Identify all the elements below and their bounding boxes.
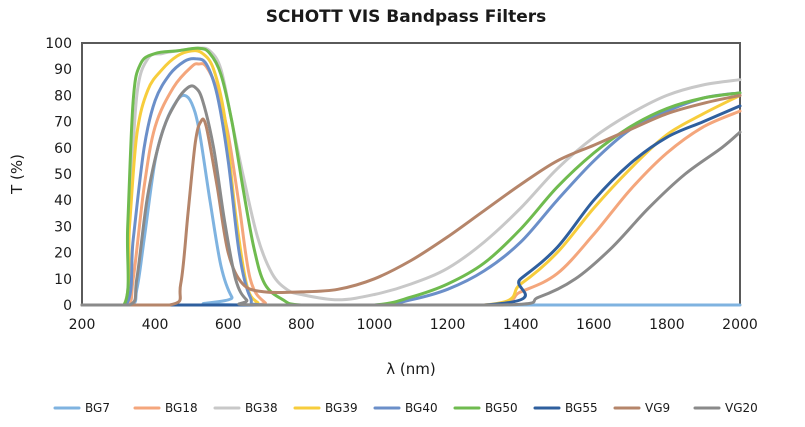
- y-tick-label: 90: [54, 62, 72, 78]
- legend-item-bg55: BG55: [533, 401, 598, 415]
- y-tick-label: 20: [54, 246, 72, 262]
- legend-item-bg40: BG40: [373, 401, 438, 415]
- legend-item-bg50: BG50: [453, 401, 518, 415]
- legend-label: BG39: [325, 401, 358, 415]
- legend-label: BG18: [165, 401, 198, 415]
- legend-label: BG7: [85, 401, 110, 415]
- y-tick-label: 10: [54, 272, 72, 288]
- x-tick-label: 400: [142, 317, 169, 333]
- series-layer: [80, 46, 742, 307]
- y-tick-label: 40: [54, 193, 72, 209]
- x-tick-label: 1600: [576, 317, 612, 333]
- legend-item-bg18: BG18: [133, 401, 198, 415]
- legend-label: BG55: [565, 401, 598, 415]
- x-tick-label: 800: [288, 317, 315, 333]
- y-axis-label: T (%): [8, 154, 26, 195]
- x-axis-ticks: 200 400 600 800 1000 1200 1400 1600 1800 2000: [69, 317, 758, 333]
- x-tick-label: 1000: [357, 317, 393, 333]
- legend-label: VG20: [725, 401, 758, 415]
- series-line-bg7: [80, 93, 742, 307]
- y-tick-label: 30: [54, 219, 72, 235]
- legend-label: BG38: [245, 401, 278, 415]
- x-tick-label: 200: [69, 317, 96, 333]
- legend-item-bg7: BG7: [53, 401, 110, 415]
- y-tick-label: 100: [45, 36, 72, 52]
- legend-item-bg38: BG38: [213, 401, 278, 415]
- chart-title: SCHOTT VIS Bandpass Filters: [266, 7, 546, 27]
- x-tick-label: 600: [215, 317, 242, 333]
- x-tick-label: 2000: [722, 317, 758, 333]
- plot-area-frame: [81, 42, 741, 306]
- legend-item-vg9: VG9: [613, 401, 670, 415]
- legend-label: BG40: [405, 401, 438, 415]
- y-tick-label: 60: [54, 141, 72, 157]
- series-line-vg20: [80, 84, 742, 307]
- y-tick-label: 50: [54, 167, 72, 183]
- x-tick-label: 1800: [649, 317, 685, 333]
- y-tick-label: 70: [54, 115, 72, 131]
- x-tick-label: 1400: [503, 317, 539, 333]
- y-tick-label: 80: [54, 88, 72, 104]
- legend-label: VG9: [645, 401, 670, 415]
- legend-label: BG50: [485, 401, 518, 415]
- legend-item-bg39: BG39: [293, 401, 358, 415]
- series-line-bg40: [80, 57, 742, 307]
- series-line-bg18: [80, 62, 742, 307]
- legend-item-vg20: VG20: [693, 401, 758, 415]
- legend: BG7 BG18 BG38 BG39 BG40 BG50 BG55 VG9 VG20: [53, 401, 758, 415]
- x-tick-label: 1200: [430, 317, 466, 333]
- series-line-vg9: [80, 93, 742, 307]
- series-line-bg50: [80, 46, 742, 307]
- y-tick-label: 0: [63, 298, 72, 314]
- y-axis-ticks: 0 10 20 30 40 50 60 70 80 90 100: [45, 36, 72, 314]
- x-axis-label: λ (nm): [386, 360, 435, 378]
